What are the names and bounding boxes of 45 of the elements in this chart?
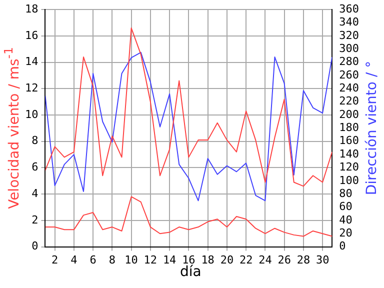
y2-tick-label: 360 xyxy=(339,2,360,16)
y2-tick-label: 340 xyxy=(339,16,360,29)
y-tick-label: 4 xyxy=(32,186,39,200)
x-tick-label: 22 xyxy=(239,253,253,266)
x-tick-label: 30 xyxy=(316,253,330,266)
x-axis-title: día xyxy=(180,264,202,280)
y-tick-label: 2 xyxy=(32,213,38,226)
y2-tick-label: 280 xyxy=(339,55,360,68)
y2-tick-label: 160 xyxy=(339,134,360,148)
y-tick-label: 10 xyxy=(24,108,38,121)
x-tick-label: 18 xyxy=(201,253,214,266)
x-tick-label: 10 xyxy=(124,253,138,266)
x-tick-label: 8 xyxy=(108,253,116,266)
y2-tick-label: 40 xyxy=(339,213,352,226)
y-tick-label: 8 xyxy=(32,134,38,148)
y-tick-label: 16 xyxy=(24,28,38,42)
x-tick-label: 20 xyxy=(220,253,234,266)
y2-tick-label: 20 xyxy=(339,226,352,240)
x-tick-label: 14 xyxy=(162,253,177,266)
y2-tick-label: 100 xyxy=(339,174,360,187)
y2-tick-label: 140 xyxy=(339,147,360,160)
y2-tick-label: 120 xyxy=(339,160,360,174)
y2-tick-label: 0 xyxy=(339,240,346,253)
x-tick-label: 26 xyxy=(278,253,291,266)
y-tick-label: 6 xyxy=(32,160,38,174)
x-tick-label: 28 xyxy=(296,253,310,266)
y2-tick-label: 60 xyxy=(339,200,352,214)
x-tick-label: 6 xyxy=(90,253,96,266)
y2-tick-label: 200 xyxy=(339,108,360,121)
y2-tick-label: 300 xyxy=(339,42,360,55)
y2-tick-label: 80 xyxy=(339,186,352,200)
y2-tick-label: 180 xyxy=(339,121,360,134)
y-tick-label: 18 xyxy=(24,2,38,16)
x-tick-label: 2 xyxy=(51,253,58,266)
y-tick-label: 12 xyxy=(24,82,38,95)
x-tick-label: 12 xyxy=(144,253,158,266)
y2-tick-label: 240 xyxy=(339,82,360,95)
y2-axis-title: Dirección viento / ° xyxy=(364,60,380,196)
y2-tick-label: 320 xyxy=(339,28,360,42)
x-tick-label: 4 xyxy=(70,253,78,266)
y2-tick-label: 260 xyxy=(339,68,360,82)
x-tick-label: 24 xyxy=(258,253,272,266)
y2-tick-label: 220 xyxy=(339,94,360,108)
y-tick-label: 14 xyxy=(24,55,39,68)
y-tick-label: 0 xyxy=(32,240,38,253)
